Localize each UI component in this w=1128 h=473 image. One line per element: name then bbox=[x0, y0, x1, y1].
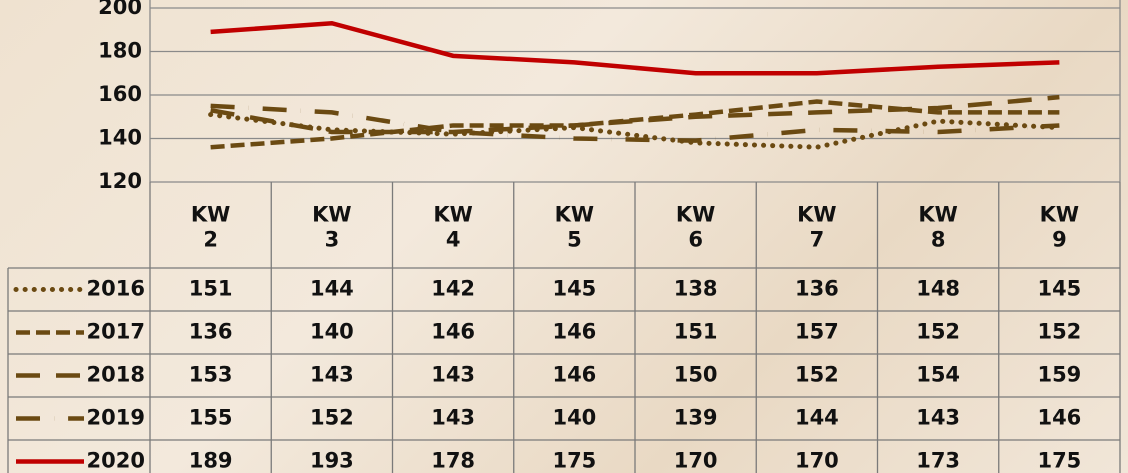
x-tick-label: KW 9 bbox=[1040, 202, 1079, 251]
x-tick-label: KW 4 bbox=[433, 202, 472, 251]
table-cell: 173 bbox=[916, 449, 960, 473]
y-tick-label: 160 bbox=[98, 82, 142, 106]
table-cell: 143 bbox=[431, 406, 475, 430]
table-cell: 139 bbox=[674, 406, 718, 430]
table-cell: 140 bbox=[552, 406, 596, 430]
table-cell: 170 bbox=[674, 449, 718, 473]
table-cell: 148 bbox=[916, 277, 960, 301]
y-tick-label: 180 bbox=[98, 39, 142, 63]
table-cell: 136 bbox=[189, 320, 233, 344]
table-cell: 152 bbox=[1037, 320, 1081, 344]
x-tick-label: KW 3 bbox=[312, 202, 351, 251]
y-tick-label: 120 bbox=[98, 169, 142, 193]
table-cell: 159 bbox=[1037, 363, 1081, 387]
legend-label: 2017 bbox=[87, 320, 145, 344]
table-cell: 146 bbox=[431, 320, 475, 344]
table-cell: 142 bbox=[431, 277, 475, 301]
table-cell: 144 bbox=[310, 277, 354, 301]
y-tick-label: 200 bbox=[98, 0, 142, 19]
y-tick-label: 140 bbox=[98, 126, 142, 150]
table-cell: 152 bbox=[795, 363, 839, 387]
table-cell: 136 bbox=[795, 277, 839, 301]
table-cell: 144 bbox=[795, 406, 839, 430]
legend-label: 2016 bbox=[87, 277, 145, 301]
table-cell: 155 bbox=[189, 406, 233, 430]
table-cell: 154 bbox=[916, 363, 960, 387]
x-tick-label: KW 8 bbox=[918, 202, 957, 251]
table-cell: 152 bbox=[916, 320, 960, 344]
table-cell: 151 bbox=[674, 320, 718, 344]
x-tick-label: KW 5 bbox=[555, 202, 594, 251]
table-cell: 178 bbox=[431, 449, 475, 473]
series-line bbox=[210, 20, 1060, 76]
x-tick-label: KW 6 bbox=[676, 202, 715, 251]
table-cell: 150 bbox=[674, 363, 718, 387]
x-tick-label: KW 2 bbox=[191, 202, 230, 251]
table-cell: 138 bbox=[674, 277, 718, 301]
legend-label: 2020 bbox=[87, 449, 145, 473]
table-cell: 146 bbox=[552, 320, 596, 344]
table-cell: 145 bbox=[1037, 277, 1081, 301]
series-line bbox=[210, 99, 1060, 150]
table-cell: 140 bbox=[310, 320, 354, 344]
table-cell: 146 bbox=[552, 363, 596, 387]
table-cell: 152 bbox=[310, 406, 354, 430]
table-cell: 175 bbox=[1037, 449, 1081, 473]
series-line bbox=[210, 94, 1060, 135]
table-cell: 143 bbox=[431, 363, 475, 387]
table-cell: 153 bbox=[189, 363, 233, 387]
x-tick-label: KW 7 bbox=[797, 202, 836, 251]
table-cell: 157 bbox=[795, 320, 839, 344]
legend-label: 2018 bbox=[87, 363, 145, 387]
series-line bbox=[210, 103, 1060, 143]
table-cell: 193 bbox=[310, 449, 354, 473]
table-cell: 189 bbox=[189, 449, 233, 473]
series-line bbox=[208, 112, 1062, 150]
table-cell: 146 bbox=[1037, 406, 1081, 430]
table-cell: 143 bbox=[310, 363, 354, 387]
table-cell: 175 bbox=[552, 449, 596, 473]
legend-label: 2019 bbox=[87, 406, 145, 430]
table-cell: 170 bbox=[795, 449, 839, 473]
table-cell: 145 bbox=[552, 277, 596, 301]
table-cell: 143 bbox=[916, 406, 960, 430]
table-cell: 151 bbox=[189, 277, 233, 301]
